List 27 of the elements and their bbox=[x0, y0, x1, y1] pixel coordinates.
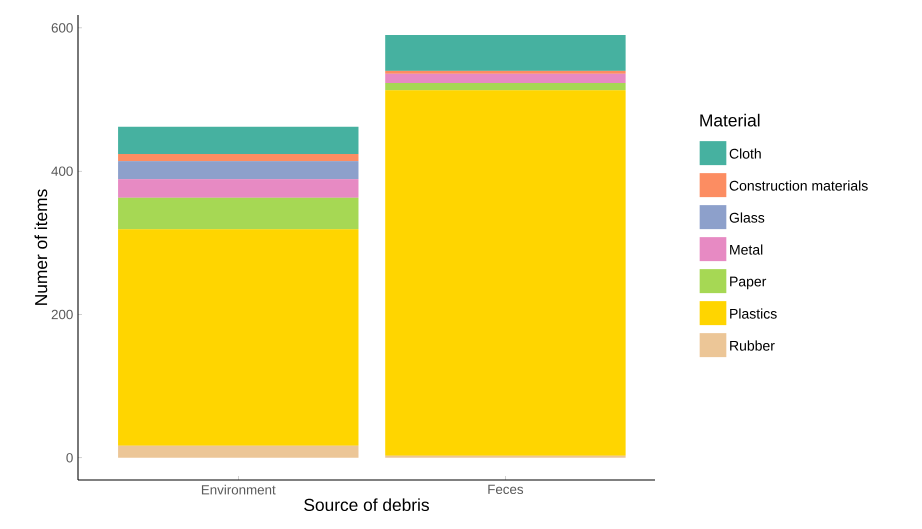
legend-label: Plastics bbox=[730, 308, 777, 319]
bar bbox=[118, 154, 358, 162]
y-tick-label: 600 bbox=[52, 23, 73, 33]
bar bbox=[385, 83, 626, 90]
bar bbox=[118, 161, 358, 180]
bar bbox=[118, 446, 358, 458]
legend-title: Material bbox=[700, 114, 760, 127]
y-axis-title: Numer of items bbox=[34, 189, 48, 305]
x-axis-title: Source of debris bbox=[304, 498, 429, 512]
y-tick-label: 200 bbox=[52, 310, 73, 320]
legend-label: Construction materials bbox=[730, 180, 868, 191]
legend-label: Rubber bbox=[730, 340, 775, 351]
x-tick-label: Feces bbox=[488, 484, 524, 494]
legend-label: Cloth bbox=[730, 148, 761, 159]
bar bbox=[118, 198, 358, 230]
x-tick-label: Environment bbox=[202, 484, 276, 494]
bar bbox=[385, 90, 626, 456]
legend-label: Metal bbox=[730, 244, 762, 255]
legend-label: Glass bbox=[730, 212, 764, 223]
y-tick-label: 400 bbox=[51, 166, 73, 176]
bar bbox=[385, 35, 626, 71]
bar bbox=[118, 179, 358, 198]
bar bbox=[118, 229, 358, 446]
legend-label: Paper bbox=[730, 276, 766, 290]
y-tick-label: 0 bbox=[66, 453, 73, 463]
bar bbox=[118, 126, 358, 154]
bar bbox=[385, 74, 626, 84]
